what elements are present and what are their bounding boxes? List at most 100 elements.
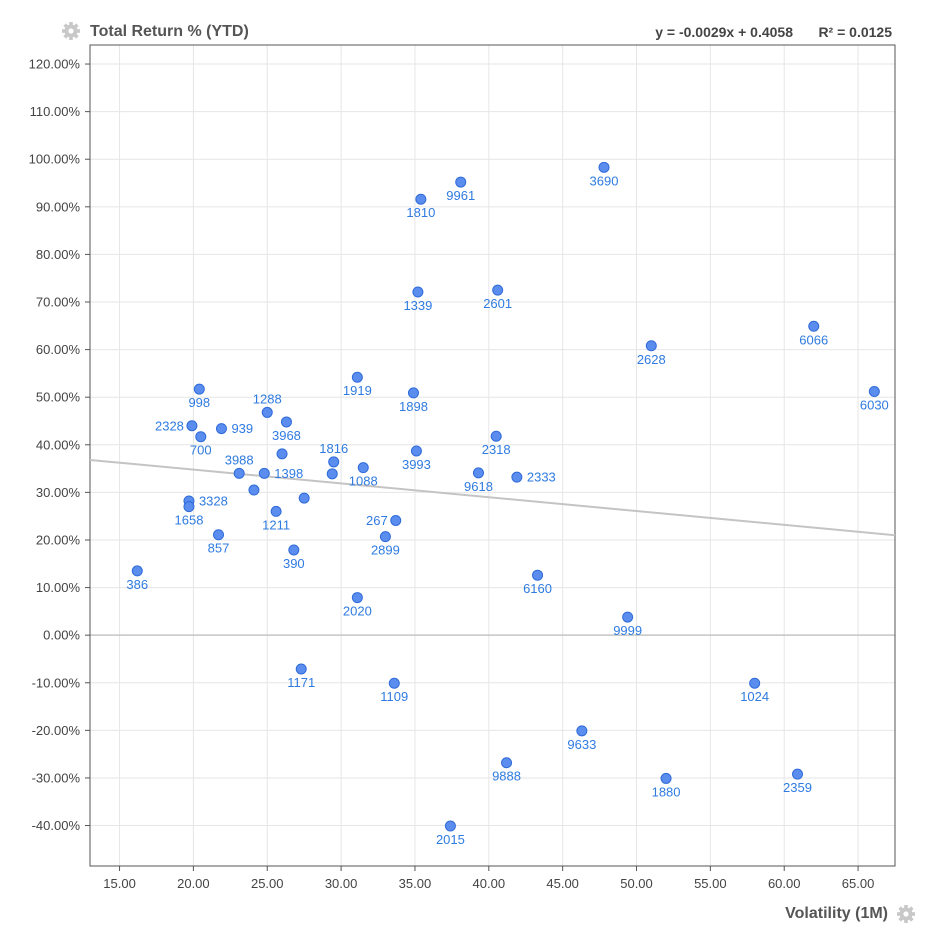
y-tick-label: 40.00% — [36, 437, 81, 452]
data-point[interactable] — [390, 514, 402, 526]
trendline — [89, 458, 896, 537]
data-point-label: 2359 — [783, 780, 812, 795]
data-point[interactable] — [492, 284, 504, 296]
data-point[interactable] — [351, 371, 363, 383]
data-point[interactable] — [501, 757, 513, 769]
data-point-label: 6066 — [799, 332, 828, 347]
y-tick-label: 50.00% — [36, 390, 81, 405]
data-point[interactable] — [472, 467, 484, 479]
y-tick-label: 90.00% — [36, 199, 81, 214]
data-point-label: 9618 — [464, 479, 493, 494]
y-tick-label: -10.00% — [32, 675, 81, 690]
data-point-label: 1810 — [406, 205, 435, 220]
data-point-label: 1109 — [380, 689, 408, 704]
data-point[interactable] — [868, 385, 880, 397]
data-point[interactable] — [511, 471, 523, 483]
x-tick-label: 25.00 — [251, 876, 284, 891]
data-point[interactable] — [645, 340, 657, 352]
x-axis-title: Volatility (1M) — [785, 905, 888, 922]
data-point[interactable] — [808, 320, 820, 332]
data-point[interactable] — [415, 193, 427, 205]
x-tick-label: 15.00 — [103, 876, 136, 891]
data-point[interactable] — [532, 569, 544, 581]
y-tick-label: 60.00% — [36, 342, 81, 357]
data-point[interactable] — [357, 462, 369, 474]
data-point[interactable] — [131, 565, 143, 577]
x-tick-label: 30.00 — [325, 876, 358, 891]
data-point-label: 3968 — [272, 428, 301, 443]
data-point-label: 1919 — [343, 383, 372, 398]
data-point-label: 1898 — [399, 399, 428, 414]
data-point[interactable] — [410, 445, 422, 457]
regression-equation: y = -0.0029x + 0.4058 — [655, 24, 793, 40]
data-point-label: 1211 — [262, 517, 290, 532]
points-layer — [131, 161, 880, 832]
data-point[interactable] — [295, 663, 307, 675]
data-point-label: 390 — [283, 556, 305, 571]
data-point[interactable] — [270, 505, 282, 517]
data-point[interactable] — [183, 501, 195, 513]
y-axis-title: Total Return % (YTD) — [90, 23, 249, 40]
data-point-label: 6160 — [523, 581, 552, 596]
data-point[interactable] — [598, 161, 610, 173]
data-point-label: 6030 — [860, 397, 889, 412]
data-point[interactable] — [490, 430, 502, 442]
x-tick-label: 65.00 — [842, 876, 875, 891]
data-point-label: 2328 — [155, 418, 184, 433]
data-point-label: 1880 — [652, 784, 681, 799]
data-point-label: 3988 — [225, 452, 254, 467]
data-point[interactable] — [248, 484, 260, 496]
data-point-label: 1024 — [740, 689, 769, 704]
data-point[interactable] — [444, 820, 456, 832]
x-tick-label: 50.00 — [620, 876, 653, 891]
data-point-label: 9961 — [446, 188, 475, 203]
y-axis-settings-gear-icon[interactable] — [62, 22, 80, 40]
data-point[interactable] — [622, 611, 634, 623]
y-tick-label: 0.00% — [43, 628, 80, 643]
data-point-label: 2015 — [436, 832, 465, 847]
x-axis-settings-gear-icon[interactable] — [897, 905, 915, 923]
data-point-label: 9999 — [613, 623, 642, 638]
data-point-label: 1658 — [175, 513, 204, 528]
data-point[interactable] — [326, 468, 338, 480]
y-tick-label: -30.00% — [32, 770, 81, 785]
data-point-label: 998 — [188, 395, 210, 410]
x-tick-label: 35.00 — [399, 876, 432, 891]
data-point[interactable] — [195, 431, 207, 443]
data-point[interactable] — [328, 456, 340, 468]
data-point[interactable] — [215, 423, 227, 435]
data-point[interactable] — [379, 531, 391, 543]
data-point[interactable] — [261, 406, 273, 418]
data-point[interactable] — [412, 286, 424, 298]
data-point-label: 2601 — [483, 296, 512, 311]
data-point[interactable] — [407, 387, 419, 399]
data-point[interactable] — [660, 772, 672, 784]
data-point[interactable] — [455, 176, 467, 188]
data-point[interactable] — [749, 677, 761, 689]
data-point[interactable] — [388, 677, 400, 689]
data-point-label: 3993 — [402, 457, 431, 472]
data-point[interactable] — [186, 420, 198, 432]
data-point[interactable] — [258, 467, 270, 479]
y-tick-label: -40.00% — [32, 818, 81, 833]
data-point[interactable] — [213, 529, 225, 541]
grid — [90, 45, 895, 866]
trendline-layer — [89, 458, 896, 537]
data-point-label: 1171 — [287, 675, 315, 690]
y-tick-label: 110.00% — [30, 104, 81, 119]
data-point-label: 2333 — [527, 470, 556, 485]
data-point[interactable] — [576, 725, 588, 737]
data-point[interactable] — [233, 467, 245, 479]
y-tick-label: -20.00% — [32, 723, 81, 738]
data-point[interactable] — [193, 383, 205, 395]
data-point[interactable] — [792, 768, 804, 780]
data-point[interactable] — [298, 492, 310, 504]
data-point[interactable] — [276, 448, 288, 460]
data-point[interactable] — [351, 592, 363, 604]
data-point-label: 9633 — [567, 737, 596, 752]
data-point[interactable] — [280, 416, 292, 428]
data-point-label: 1398 — [274, 466, 303, 481]
data-point[interactable] — [288, 544, 300, 556]
y-tick-label: 10.00% — [36, 580, 81, 595]
